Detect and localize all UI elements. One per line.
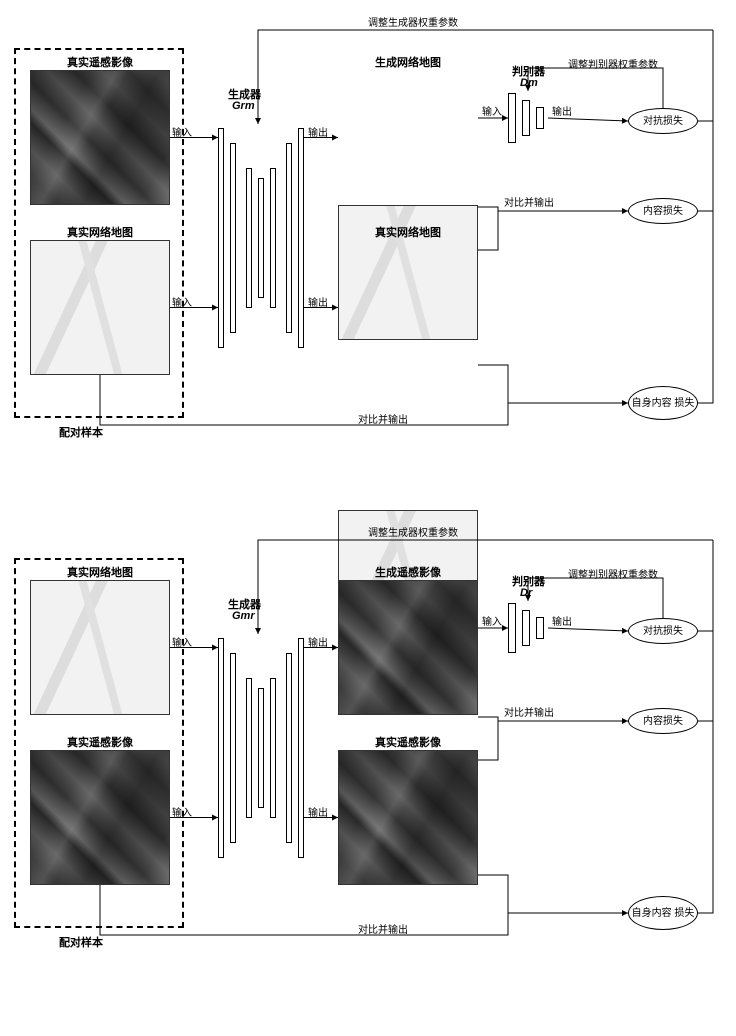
generator-bar (270, 678, 276, 818)
output-image-top-title: 生成遥感影像 (338, 564, 478, 580)
discriminator-block (508, 603, 558, 653)
adversarial-loss: 对抗损失 (628, 618, 698, 644)
self-content-loss: 自身内容 损失 (628, 896, 698, 930)
discriminator-bar (522, 610, 530, 646)
input-label: 输入 (172, 124, 192, 139)
discriminator-name: Dr (520, 587, 532, 599)
discriminator-name: Dm (520, 77, 538, 89)
output-label: 输出 (308, 804, 328, 819)
discriminator-block (508, 93, 558, 143)
disc-output-label: 输出 (552, 103, 572, 118)
generator-bar (298, 128, 304, 348)
diagram-panel-top: 配对样本真实遥感影像真实网络地图生成器Grm生成网络地图真实网络地图判别器Dm对… (8, 8, 728, 488)
generator-name: Gmr (232, 610, 255, 622)
generator-bar (286, 143, 292, 333)
input-image-bottom-title: 真实网络地图 (30, 224, 170, 240)
input-image-top (30, 70, 170, 205)
disc-input-label: 输入 (482, 613, 502, 628)
disc-input-label: 输入 (482, 103, 502, 118)
discriminator-bar (522, 100, 530, 136)
generator-bar (258, 688, 264, 808)
discriminator-bar (536, 107, 544, 129)
output-label: 输出 (308, 124, 328, 139)
paired-sample-label: 配对样本 (59, 934, 103, 950)
content-loss: 内容损失 (628, 708, 698, 734)
generator-bar (230, 143, 236, 333)
output-image-top (338, 580, 478, 715)
discriminator-feedback-label: 调整判别器权重参数 (568, 56, 658, 71)
output-image-bottom-title: 真实遥感影像 (338, 734, 478, 750)
generator-bar (218, 638, 224, 858)
output-label: 输出 (308, 634, 328, 649)
generator-bar (246, 678, 252, 818)
generator-bar (230, 653, 236, 843)
generator-bar (286, 653, 292, 843)
generator-bar (270, 168, 276, 308)
input-label: 输入 (172, 294, 192, 309)
output-image-top-title: 生成网络地图 (338, 54, 478, 70)
content-loss: 内容损失 (628, 198, 698, 224)
compare-label-bottom: 对比并输出 (358, 921, 408, 936)
compare-label: 对比并输出 (504, 704, 554, 719)
input-image-top-title: 真实遥感影像 (30, 54, 170, 70)
self-content-loss: 自身内容 损失 (628, 386, 698, 420)
discriminator-feedback-label: 调整判别器权重参数 (568, 566, 658, 581)
input-image-bottom (30, 240, 170, 375)
input-image-bottom (30, 750, 170, 885)
generator-name: Grm (232, 100, 255, 112)
paired-sample-label: 配对样本 (59, 424, 103, 440)
output-image-bottom (338, 750, 478, 885)
input-image-top (30, 580, 170, 715)
output-image-bottom-title: 真实网络地图 (338, 224, 478, 240)
input-label: 输入 (172, 634, 192, 649)
generator-bar (246, 168, 252, 308)
discriminator-bar (536, 617, 544, 639)
generator-block (218, 128, 308, 348)
generator-bar (218, 128, 224, 348)
generator-bar (298, 638, 304, 858)
discriminator-bar (508, 603, 516, 653)
generator-bar (258, 178, 264, 298)
output-label: 输出 (308, 294, 328, 309)
generator-block (218, 638, 308, 858)
disc-output-label: 输出 (552, 613, 572, 628)
generator-feedback-label: 调整生成器权重参数 (368, 524, 458, 539)
input-image-bottom-title: 真实遥感影像 (30, 734, 170, 750)
compare-label: 对比并输出 (504, 194, 554, 209)
input-image-top-title: 真实网络地图 (30, 564, 170, 580)
compare-label-bottom: 对比并输出 (358, 411, 408, 426)
diagram-panel-bottom: 配对样本真实网络地图真实遥感影像生成器Gmr生成遥感影像真实遥感影像判别器Dr对… (8, 518, 728, 998)
discriminator-bar (508, 93, 516, 143)
generator-feedback-label: 调整生成器权重参数 (368, 14, 458, 29)
adversarial-loss: 对抗损失 (628, 108, 698, 134)
input-label: 输入 (172, 804, 192, 819)
